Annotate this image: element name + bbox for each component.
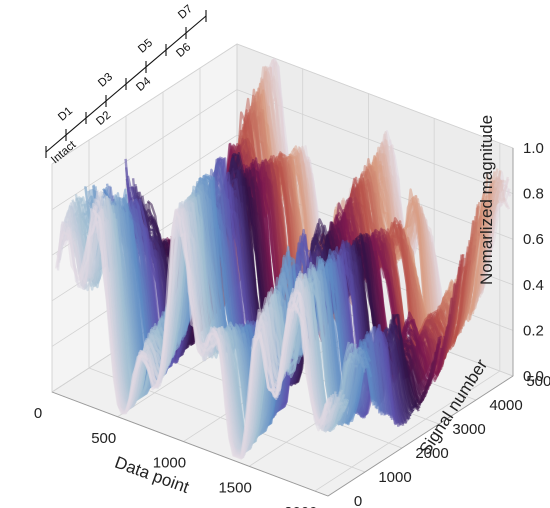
group-label: D6	[174, 41, 193, 60]
group-label: D2	[94, 109, 113, 128]
grid-line-x	[314, 370, 501, 492]
z-axis-label: Nomarlized magnitude	[477, 115, 496, 285]
group-label: D3	[96, 71, 115, 90]
tick-labels: 05001000150020000100020003000400050000.0…	[34, 140, 550, 508]
y-tick-label: 2000	[415, 445, 448, 462]
z-tick-label: 0.6	[523, 231, 544, 248]
y-tick-label: 0	[354, 493, 362, 508]
z-tick-label: 0.4	[523, 277, 544, 294]
group-label: D7	[176, 3, 195, 22]
grid-line-z	[51, 43, 238, 165]
group-label: D5	[136, 37, 155, 56]
y-axis-line	[327, 375, 514, 497]
data-series-layer	[55, 57, 512, 460]
x-tick-label: 1000	[153, 455, 186, 472]
z-tick-label: 0.0	[523, 368, 544, 385]
signal-trace	[55, 206, 327, 460]
y-tick-label: 4000	[489, 397, 522, 414]
x-tick-label: 0	[34, 405, 42, 422]
x-tick-label: 500	[91, 430, 116, 447]
grid-line-z	[236, 43, 514, 149]
x-axis-line	[51, 391, 329, 497]
z-tick-label: 1.0	[523, 140, 544, 157]
x-tick-label: 1500	[218, 479, 251, 496]
grid-line-z	[51, 89, 238, 210]
group-label: D4	[134, 75, 153, 94]
y-tick-label: 3000	[452, 421, 485, 438]
z-tick-label: 0.2	[523, 322, 544, 339]
series-intact	[55, 189, 350, 460]
group-label: D1	[56, 105, 75, 124]
y-tick-label: 1000	[378, 469, 411, 486]
x-tick-label: 2000	[284, 504, 317, 508]
z-tick-label: 0.8	[523, 186, 544, 203]
axis-frame	[51, 148, 514, 497]
